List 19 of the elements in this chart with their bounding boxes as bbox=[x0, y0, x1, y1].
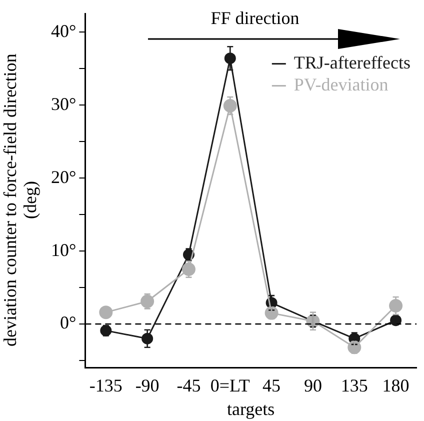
legend-label: PV-deviation bbox=[294, 74, 388, 95]
y-tick-label: 10° bbox=[50, 240, 76, 260]
point bbox=[390, 314, 402, 326]
x-tick-label: -135 bbox=[89, 375, 122, 396]
y-tick-label: 0° bbox=[60, 312, 76, 333]
x-tick-label: -90 bbox=[135, 375, 160, 396]
y-tick-label: 30° bbox=[50, 94, 76, 114]
legend-label: TRJ-aftereffects bbox=[294, 52, 411, 73]
x-tick-label: 90 bbox=[304, 375, 322, 396]
x-tick-label: 180 bbox=[382, 375, 410, 396]
annotation: FF direction bbox=[210, 8, 300, 29]
y-axis-title: deviation counter to force-field direction (deg) bbox=[0, 52, 40, 348]
x-tick-label: 135 bbox=[340, 375, 368, 396]
x-tick-label: 0=LT bbox=[210, 375, 250, 396]
x-axis-title: targets bbox=[227, 398, 275, 419]
x-tick-label: -45 bbox=[176, 375, 201, 396]
y-tick-label: 40° bbox=[50, 20, 76, 41]
y-tick-label: 20° bbox=[50, 166, 76, 187]
x-tick-label: 45 bbox=[262, 375, 281, 396]
